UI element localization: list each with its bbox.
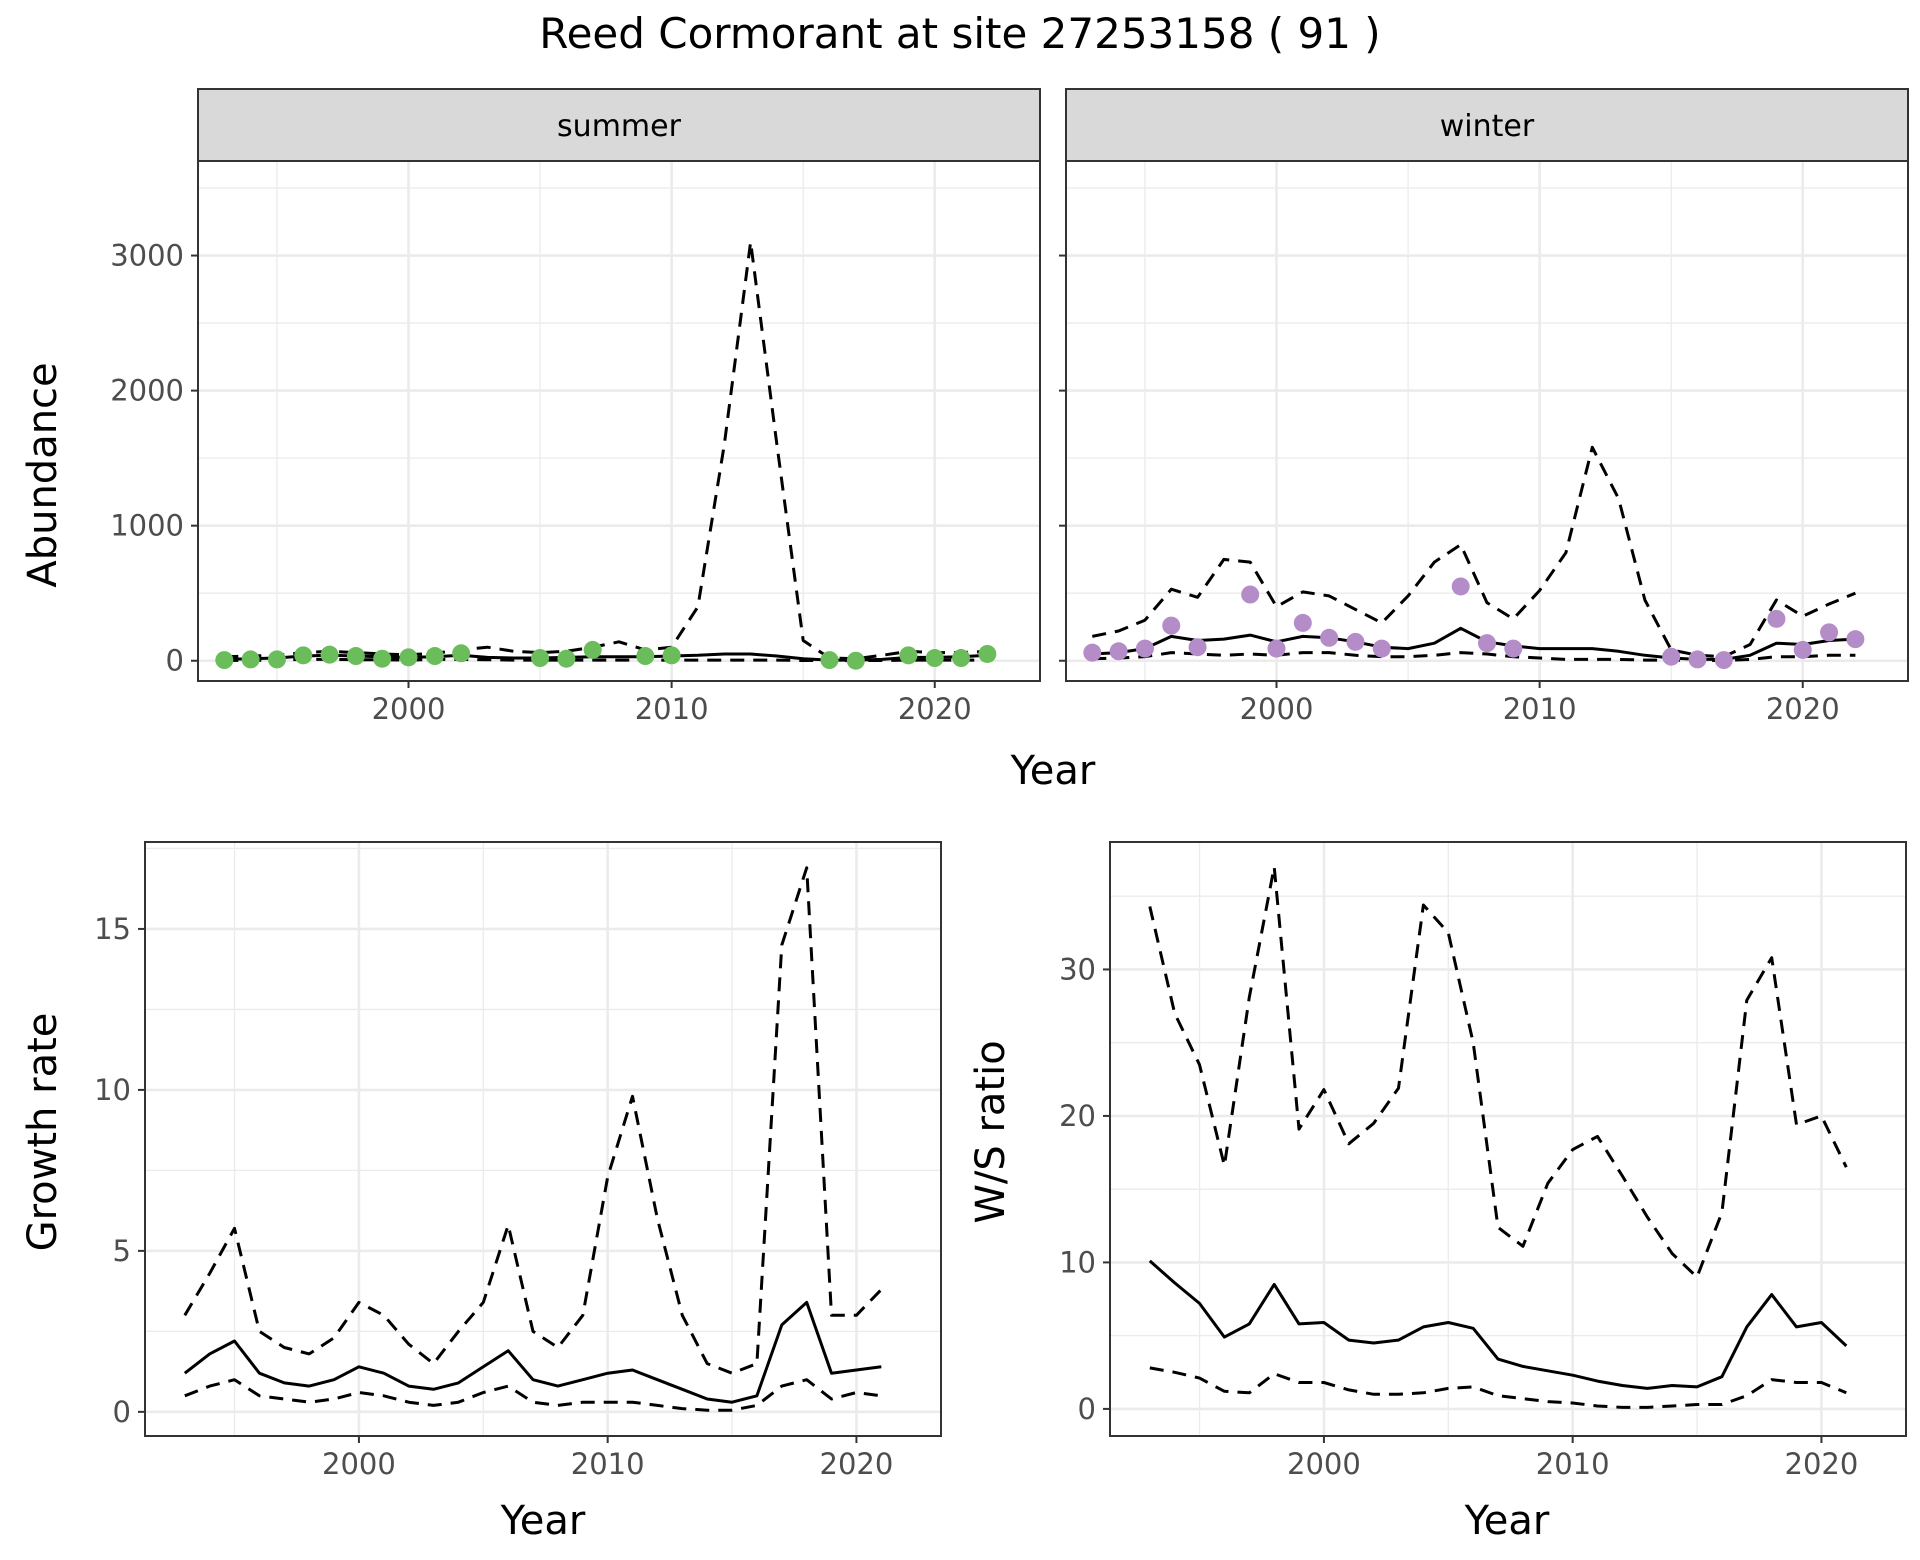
- y-tick-label: 30: [1059, 952, 1096, 986]
- strip-winter-label: winter: [1440, 109, 1535, 144]
- y-tick-label: 3000: [110, 239, 184, 273]
- y-tick-label: 10: [94, 1073, 131, 1107]
- observed-point: [241, 650, 260, 669]
- y-tick-label: 1000: [110, 509, 184, 543]
- observed-point: [1688, 650, 1707, 669]
- observed-point: [1662, 647, 1681, 666]
- y-tick-label: 10: [1059, 1245, 1096, 1279]
- x-tick-label: 2010: [1503, 692, 1577, 726]
- observed-point: [899, 646, 918, 665]
- strip-summer-label: summer: [557, 109, 682, 144]
- observed-point: [373, 649, 392, 668]
- strip-summer: [197, 88, 1041, 162]
- observed-point: [1478, 634, 1496, 653]
- observed-point: [820, 651, 839, 670]
- observed-point: [1767, 609, 1786, 628]
- plot-border: [1109, 841, 1907, 1437]
- x-tick-label: 2000: [1287, 1447, 1361, 1481]
- observed-point: [557, 649, 576, 668]
- observed-point: [1162, 616, 1181, 635]
- x-tick-label: 2020: [1766, 692, 1840, 726]
- x-tick-label: 2000: [1240, 692, 1314, 726]
- observed-point: [1820, 623, 1839, 642]
- x-tick-label: 2020: [1785, 1447, 1859, 1481]
- observed-point: [1793, 640, 1812, 659]
- growth-rate-panel: 2000 2010 2020 0 5 10 15: [94, 841, 942, 1481]
- y-tick-label: 0: [166, 644, 184, 678]
- lower-line: [1149, 1366, 1847, 1409]
- observed-point: [531, 649, 550, 668]
- y-tick-label: 15: [94, 912, 131, 946]
- ws-y-axis-title: W/S ratio: [968, 1040, 1014, 1223]
- observed-point: [1846, 630, 1865, 649]
- plot-background: [1110, 842, 1906, 1436]
- top-x-axis-title: Year: [1010, 748, 1096, 794]
- upper-line: [183, 866, 883, 1375]
- plot-border: [144, 841, 942, 1437]
- estimate-line: [1148, 1259, 1848, 1390]
- winter-panel: winter 2000 2010 2020: [1059, 88, 1909, 726]
- observed-point: [1714, 651, 1733, 670]
- y-tick-label: 20: [1059, 1099, 1096, 1133]
- observed-point: [1293, 613, 1312, 632]
- x-tick-label: 2000: [322, 1447, 396, 1481]
- observed-point: [846, 651, 865, 670]
- observed-point: [215, 651, 234, 670]
- y-tick-label: 0: [113, 1395, 131, 1429]
- observed-point: [1267, 639, 1286, 658]
- observed-point: [1083, 643, 1102, 662]
- observed-point: [1346, 632, 1365, 651]
- lower-line: [1092, 651, 1856, 662]
- observed-point: [1188, 638, 1207, 657]
- y-tick-label: 5: [113, 1234, 131, 1268]
- observed-point: [583, 640, 602, 659]
- observed-point: [1109, 642, 1128, 661]
- x-tick-label: 2010: [635, 692, 709, 726]
- observed-point: [1241, 585, 1260, 604]
- plot-background: [198, 161, 1040, 681]
- observed-point: [1135, 639, 1154, 658]
- observed-point: [346, 647, 365, 666]
- plot-background: [1066, 161, 1908, 681]
- estimate-line: [183, 1300, 882, 1404]
- observed-point: [1320, 628, 1339, 647]
- observed-point: [662, 646, 681, 665]
- top-y-axis-title: Abundance: [20, 362, 66, 587]
- x-tick-label: 2020: [898, 692, 972, 726]
- observed-point: [1504, 639, 1523, 658]
- observed-point: [925, 649, 944, 668]
- lower-line: [184, 1378, 882, 1412]
- observed-point: [294, 646, 313, 665]
- upper-line: [1148, 865, 1848, 1279]
- observed-point: [952, 649, 971, 668]
- strip-winter: [1065, 88, 1909, 162]
- ws-ratio-panel: 2000 2010 2020 0 10 20 30: [1059, 841, 1907, 1481]
- x-tick-label: 2010: [1536, 1447, 1610, 1481]
- observed-point: [267, 650, 286, 669]
- observed-point: [425, 647, 444, 666]
- x-tick-label: 2000: [372, 692, 446, 726]
- observed-point: [320, 645, 339, 664]
- observed-point: [452, 644, 471, 663]
- growth-x-axis-title: Year: [500, 1498, 586, 1544]
- observed-point: [1451, 577, 1470, 596]
- y-tick-label: 0: [1078, 1392, 1096, 1426]
- x-tick-label: 2010: [571, 1447, 645, 1481]
- observed-point: [636, 647, 655, 666]
- observed-point: [978, 644, 997, 663]
- observed-point: [399, 648, 418, 667]
- x-tick-label: 2020: [820, 1447, 894, 1481]
- ws-x-axis-title: Year: [1464, 1498, 1550, 1544]
- plot-border: [197, 160, 1041, 682]
- plot-border: [1065, 160, 1909, 682]
- y-tick-label: 2000: [110, 374, 184, 408]
- summer-panel: summer 2000 2010 2020 0 1000 2000 3000: [110, 88, 1041, 726]
- observed-point: [1372, 639, 1391, 658]
- plot-background: [145, 842, 941, 1436]
- growth-y-axis-title: Growth rate: [20, 1013, 66, 1252]
- figure-title: Reed Cormorant at site 27253158 ( 91 ): [539, 9, 1380, 58]
